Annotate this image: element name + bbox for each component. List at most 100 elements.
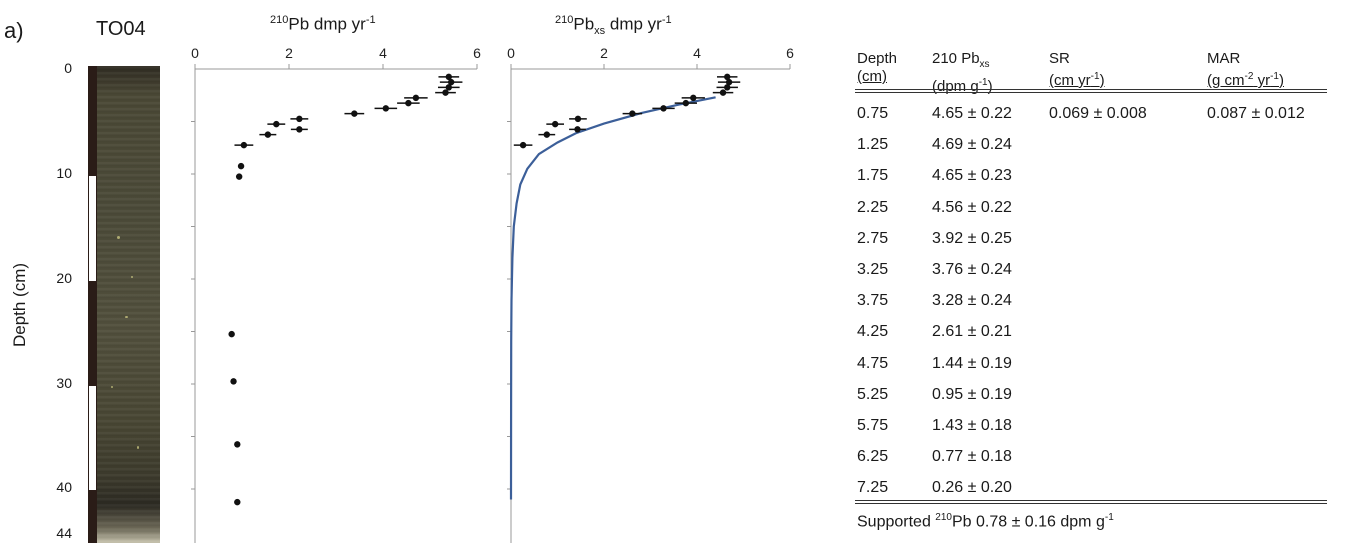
- data-point: [234, 441, 241, 448]
- header-depth-line1: Depth: [857, 50, 898, 67]
- header-mar-line2: (g cm-2 yr-1): [1207, 71, 1284, 89]
- table-cell-pb: 4.65 ± 0.22: [932, 105, 1012, 122]
- x-tick-label: 0: [507, 45, 515, 61]
- table-cell-depth: 3.25: [857, 261, 889, 278]
- table-cell-depth: 2.25: [857, 198, 889, 216]
- table-cell-pb: 0.95 ± 0.19: [932, 385, 1012, 403]
- data-point: [725, 78, 733, 86]
- data-point: [296, 126, 303, 133]
- data-point: [405, 99, 412, 107]
- table-rule: [855, 89, 1327, 90]
- data-point: [519, 141, 527, 149]
- x-tick-label: 4: [379, 45, 387, 61]
- panel-label: a): [4, 18, 24, 43]
- x-tick-label: 2: [600, 45, 608, 61]
- table-cell-depth: 5.75: [857, 417, 889, 434]
- table-cell-pb: 1.44 ± 0.19: [932, 354, 1012, 372]
- data-point: [574, 115, 582, 123]
- x-tick-label: 6: [473, 45, 481, 61]
- header-mar-line1: MAR: [1207, 50, 1241, 67]
- table-cell-depth: 3.75: [857, 292, 889, 310]
- data-point: [682, 99, 690, 107]
- chart1-title: 210Pb dmp yr-1: [270, 14, 376, 34]
- data-point: [240, 141, 248, 149]
- data-point: [237, 162, 245, 170]
- table-cell-pb: 1.43 ± 0.18: [932, 417, 1012, 434]
- data-point: [296, 115, 303, 123]
- table-cell-pb: 3.92 ± 0.25: [932, 229, 1012, 247]
- table-cell-depth: 4.25: [857, 323, 889, 341]
- data-point: [235, 173, 243, 180]
- table-cell-depth: 2.75: [857, 229, 889, 247]
- data-point: [574, 126, 581, 133]
- depth-tick: 44: [56, 525, 72, 541]
- depth-tick: 20: [56, 270, 72, 286]
- data-point: [660, 105, 667, 112]
- scale-segment: [89, 386, 96, 490]
- depth-tick: 40: [56, 479, 72, 495]
- data-point: [445, 84, 452, 91]
- table-cell-pb: 2.61 ± 0.21: [932, 323, 1012, 341]
- header-pb-line1: 210 Pbxs: [932, 50, 990, 70]
- table-cell-depth: 1.75: [857, 167, 889, 185]
- sediment-core-image: [88, 66, 160, 543]
- charts-svg: 0 2 4 6 0 2 4 6: [191, 45, 794, 543]
- header-depth: Depth (cm): [857, 50, 897, 86]
- header-sr-line1: SR: [1049, 50, 1070, 67]
- header-pb: 210 Pbxs (dpm g-1): [932, 50, 993, 96]
- scale-segment: [89, 176, 96, 281]
- data-point: [719, 89, 727, 96]
- table-cell-pb: 4.69 ± 0.24: [932, 136, 1012, 154]
- depth-tick: 30: [56, 375, 72, 391]
- data-point: [629, 110, 636, 117]
- data-point: [690, 94, 697, 102]
- data-point: [447, 78, 455, 86]
- table-cell-pb: 3.76 ± 0.24: [932, 261, 1012, 278]
- data-point: [551, 120, 559, 128]
- fit-line: [509, 96, 716, 500]
- chart2-title: 210Pbxs dmp yr-1: [555, 14, 672, 38]
- table-rule: [855, 500, 1327, 501]
- header-mar: MAR (g cm-2 yr-1): [1207, 50, 1284, 90]
- data-point: [230, 378, 237, 385]
- table-cell-mar: 0.087 ± 0.012: [1207, 105, 1305, 122]
- table-cell-depth: 4.75: [857, 354, 889, 372]
- table-cell-pb: 0.77 ± 0.18: [932, 448, 1012, 466]
- data-point: [382, 105, 390, 112]
- data-point: [412, 94, 420, 102]
- data-point: [264, 131, 272, 138]
- table-cell-pb: 0.26 ± 0.20: [932, 479, 1012, 497]
- data-point: [228, 330, 235, 338]
- data-point: [724, 73, 731, 81]
- x-tick-label: 4: [693, 45, 701, 61]
- core-title: TO04: [96, 18, 146, 40]
- data-point: [442, 89, 449, 96]
- x-tick-label: 0: [191, 45, 199, 61]
- x-tick-label: 2: [285, 45, 293, 61]
- core-photo: [97, 66, 160, 543]
- data-point: [273, 120, 280, 128]
- table-cell-depth: 0.75: [857, 105, 889, 122]
- depth-tick: 0: [64, 60, 72, 76]
- x-tick-label: 6: [786, 45, 794, 61]
- data-point: [543, 131, 551, 138]
- table-footnote: Supported 210Pb 0.78 ± 0.16 dpm g-1: [857, 512, 1114, 531]
- header-sr: SR (cm yr-1): [1049, 50, 1105, 90]
- table-cell-sr: 0.069 ± 0.008: [1049, 105, 1147, 122]
- data-point: [351, 110, 358, 117]
- data-point: [445, 73, 452, 81]
- header-depth-line2: (cm): [857, 68, 887, 85]
- data-point: [234, 498, 241, 506]
- depth-tick: 10: [56, 165, 72, 181]
- table-cell-pb: 4.56 ± 0.22: [932, 198, 1012, 216]
- table-cell-pb: 4.65 ± 0.23: [932, 167, 1012, 185]
- table-cell-depth: 1.25: [857, 136, 889, 154]
- header-sr-line2: (cm yr-1): [1049, 71, 1105, 89]
- table-rule: [855, 503, 1327, 504]
- header-pb-line2: (dpm g-1): [932, 77, 993, 95]
- table-cell-depth: 5.25: [857, 385, 889, 403]
- data-point: [724, 84, 731, 91]
- table-cell-depth: 7.25: [857, 479, 889, 497]
- table-cell-depth: 6.25: [857, 448, 889, 466]
- table-rule: [855, 92, 1327, 93]
